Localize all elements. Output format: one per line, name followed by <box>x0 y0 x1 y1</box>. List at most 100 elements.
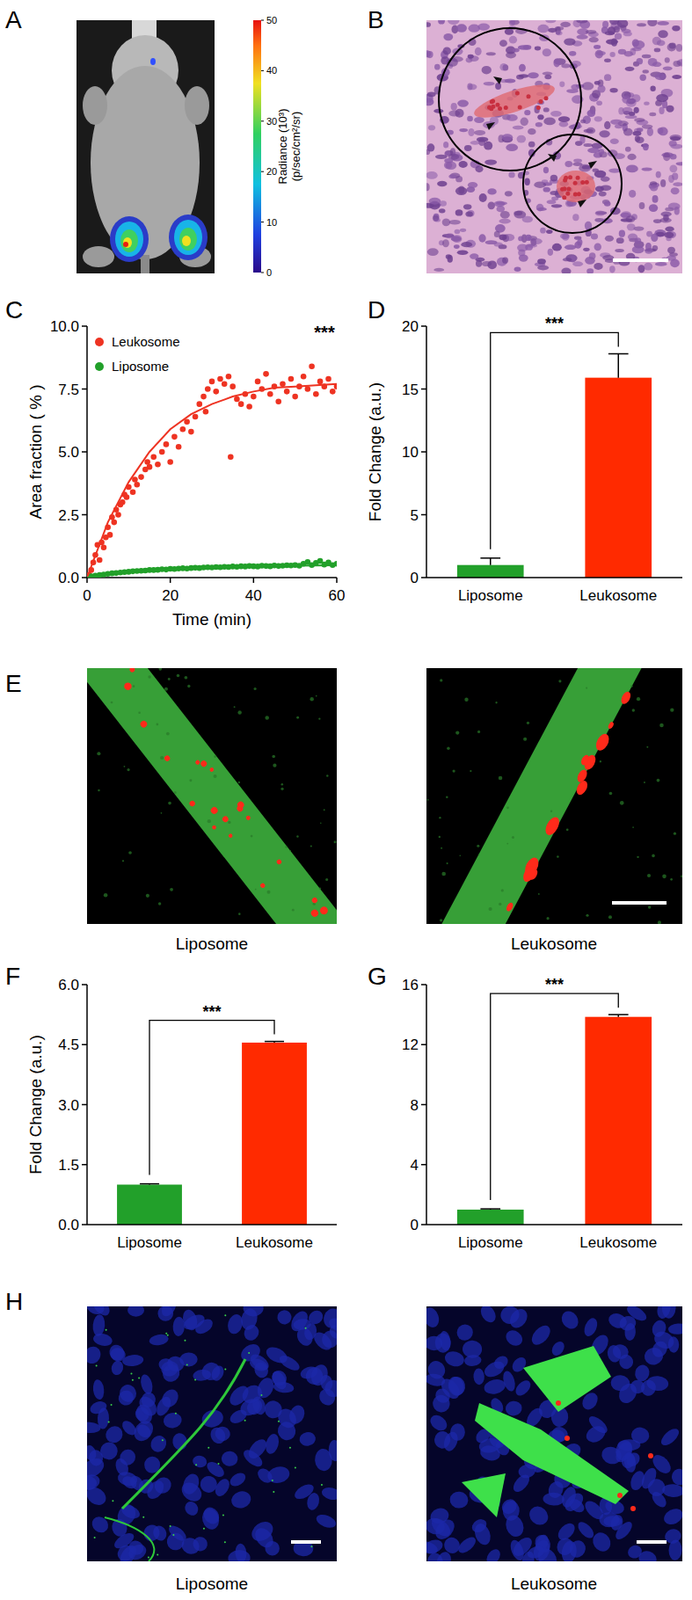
nucleus <box>487 260 497 270</box>
nucleus <box>530 238 543 245</box>
vessel <box>104 1517 154 1562</box>
nucleus <box>582 81 594 90</box>
speckle <box>426 799 429 802</box>
point <box>115 511 122 518</box>
speckle <box>446 862 449 865</box>
speckle <box>320 822 322 824</box>
speckle <box>538 893 540 896</box>
panel-label: F <box>5 962 21 991</box>
speckle <box>186 1363 189 1366</box>
nucleus <box>498 1496 520 1518</box>
nucleus <box>162 1412 184 1431</box>
nucleus <box>269 1368 290 1390</box>
bracket <box>490 993 620 1201</box>
nucleus <box>294 1325 316 1348</box>
speckle <box>478 853 481 856</box>
nucleus <box>543 107 550 112</box>
speckle <box>646 746 649 749</box>
nucleus <box>454 229 461 234</box>
nucleus <box>447 20 459 25</box>
bracket <box>490 332 620 549</box>
red-cell <box>526 94 532 99</box>
nucleus <box>639 202 646 210</box>
nucleus <box>546 199 557 204</box>
y-axis: 0.02.55.07.510.0Area fraction ( % ) <box>26 318 88 587</box>
y-tick <box>81 514 88 517</box>
nucleus <box>109 1359 125 1377</box>
nucleus <box>479 193 488 203</box>
speckle <box>325 878 328 882</box>
nucleus <box>668 1323 683 1336</box>
nucleus <box>207 1425 228 1447</box>
point <box>262 371 270 378</box>
panel-label: B <box>367 6 385 34</box>
point <box>144 458 151 466</box>
nucleus <box>449 219 461 226</box>
nucleus <box>593 44 601 50</box>
nucleus <box>641 167 652 171</box>
point <box>175 444 183 451</box>
speckle <box>238 912 241 916</box>
particle <box>209 766 216 773</box>
nucleus <box>587 147 600 153</box>
y-tick <box>421 1104 427 1107</box>
nucleus <box>467 24 480 33</box>
y-tick-label: 1.5 <box>58 1157 80 1174</box>
mouse-limb <box>184 86 210 125</box>
speckle <box>670 878 673 882</box>
nucleus <box>582 1316 601 1339</box>
y-tick-label: 5 <box>410 507 419 525</box>
fit-line <box>87 565 337 578</box>
nucleus <box>458 160 468 168</box>
nucleus <box>604 73 612 81</box>
nucleus <box>580 119 586 124</box>
nucleus <box>615 1380 641 1407</box>
speckle <box>315 695 318 698</box>
nucleus <box>550 174 558 183</box>
nucleus <box>636 22 647 27</box>
speckle <box>97 789 100 792</box>
nucleus <box>116 1470 139 1488</box>
speckle <box>280 787 284 791</box>
vessel <box>122 1359 246 1509</box>
particle <box>648 1453 654 1459</box>
background <box>0 0 692 1600</box>
nucleus <box>610 138 620 145</box>
scale-bar <box>612 258 669 263</box>
speckle <box>526 721 530 725</box>
speckle <box>260 1394 263 1397</box>
speckle <box>558 679 561 683</box>
nucleus <box>660 179 666 188</box>
tumor-signal <box>120 229 139 253</box>
point <box>134 481 141 489</box>
colorbar-tick-label: 10 <box>266 217 277 228</box>
nucleus <box>610 119 623 125</box>
speckle <box>183 1340 186 1342</box>
nucleus <box>473 130 486 136</box>
red-cell <box>565 191 570 197</box>
y-tick <box>81 388 88 391</box>
colorbar-tick <box>261 70 264 72</box>
speckle <box>309 697 314 701</box>
red-cell <box>495 102 500 108</box>
nucleus <box>662 152 671 162</box>
speckle <box>498 903 502 906</box>
bar <box>241 1042 307 1225</box>
point <box>123 494 131 501</box>
y-tick-label: 8 <box>410 1097 419 1115</box>
speckle <box>147 675 151 678</box>
nucleus <box>509 1471 532 1495</box>
speckle <box>189 779 192 782</box>
x-axis: 0204060Time (min) <box>82 577 345 629</box>
point <box>154 461 161 468</box>
nucleus <box>106 1342 128 1364</box>
speckle <box>566 828 569 831</box>
colorbar-tick <box>261 20 264 22</box>
nucleus <box>646 1375 670 1392</box>
highlight-circle <box>438 28 582 171</box>
tumor-signal <box>115 221 144 257</box>
point <box>146 464 153 471</box>
point <box>267 391 274 398</box>
tumor-signal <box>182 235 191 247</box>
nucleus <box>543 167 549 175</box>
